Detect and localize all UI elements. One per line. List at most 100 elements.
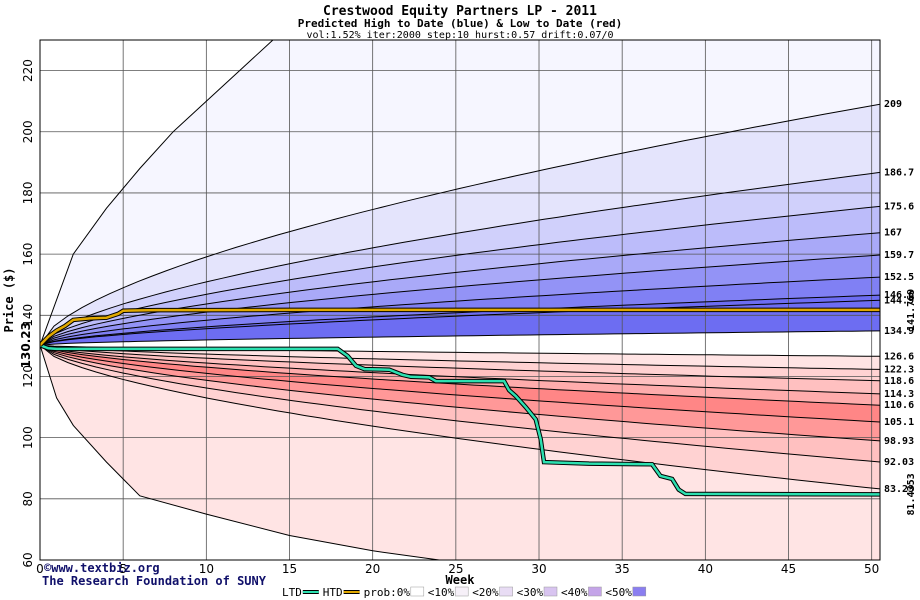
percentile-end-label: 110.6 bbox=[884, 400, 914, 411]
x-axis-label: Week bbox=[446, 573, 476, 587]
outer-low-curve bbox=[40, 345, 880, 560]
legend: LTD HTD prob:0% <10% <20% <30% <40% <50% bbox=[282, 586, 647, 599]
low-band-shade bbox=[40, 345, 880, 394]
low-band-shade bbox=[40, 345, 880, 441]
percentile-end-label: 186.7 bbox=[884, 167, 914, 178]
percentile-end-label: 126.6 bbox=[884, 351, 914, 362]
low-percentile-curve bbox=[40, 344, 880, 395]
legend-label: prob:0% bbox=[364, 586, 411, 599]
htd-line bbox=[40, 308, 880, 347]
x-tick-label: 5 bbox=[119, 562, 127, 576]
y-tick-label: 160 bbox=[21, 243, 35, 266]
series-lines bbox=[40, 307, 880, 497]
low-band-shade bbox=[40, 345, 880, 381]
low-percentile-curve bbox=[40, 344, 880, 442]
percentile-end-label: 134.9 bbox=[884, 326, 914, 337]
x-tick-label: 45 bbox=[781, 562, 796, 576]
x-tick-label: 0 bbox=[36, 562, 44, 576]
y-tick-label: 140 bbox=[21, 304, 35, 327]
percentile-end-label: 114.3 bbox=[884, 389, 914, 400]
median-gap bbox=[40, 330, 880, 357]
percentile-end-label: 118.6 bbox=[884, 376, 914, 387]
legend-swatch bbox=[588, 586, 602, 597]
chart-title: Crestwood Equity Partners LP - 2011 bbox=[323, 4, 597, 19]
x-tick-label: 15 bbox=[282, 562, 297, 576]
x-tick-label: 35 bbox=[615, 562, 630, 576]
high-percentile-curve bbox=[40, 294, 880, 346]
y-tick-label: 220 bbox=[21, 59, 35, 82]
legend-swatch bbox=[632, 586, 647, 597]
legend-label: LTD bbox=[282, 586, 302, 599]
high-percentile-curve bbox=[40, 103, 880, 346]
x-tick-label: 40 bbox=[698, 562, 713, 576]
y-tick-label: 180 bbox=[21, 181, 35, 204]
low-band-shade bbox=[40, 345, 880, 422]
legend-label: <20% bbox=[472, 586, 499, 599]
y-tick-label: 120 bbox=[21, 365, 35, 388]
htd-end-label: 141.769 bbox=[906, 289, 917, 331]
ltd-end-label: 81.4353 bbox=[906, 473, 917, 515]
x-tick-label: 30 bbox=[531, 562, 546, 576]
legend-label: <30% bbox=[517, 586, 544, 599]
low-band-shade bbox=[40, 345, 880, 370]
x-tick-label: 50 bbox=[864, 562, 879, 576]
x-tick-label: 25 bbox=[448, 562, 463, 576]
high-band bbox=[40, 206, 880, 346]
legend-swatch bbox=[454, 586, 469, 597]
high-percentile-curve bbox=[40, 330, 880, 346]
high-band bbox=[40, 255, 880, 346]
high-percentile-curve bbox=[40, 299, 880, 346]
percentile-end-label: 152.5 bbox=[884, 272, 914, 283]
start-price-label: 130.23 bbox=[19, 322, 33, 368]
y-tick-label: 60 bbox=[21, 552, 35, 567]
legend-swatch bbox=[499, 586, 513, 597]
percentile-curves bbox=[40, 40, 880, 560]
credit-url: ©www.textbiz.org bbox=[44, 561, 160, 575]
low-percentile-curve bbox=[40, 344, 880, 463]
percentile-end-label: 98.93 bbox=[884, 436, 914, 447]
y-tick-label: 100 bbox=[21, 426, 35, 449]
legend-swatch bbox=[543, 586, 558, 597]
chart-subtitle: Predicted High to Date (blue) & Low to D… bbox=[298, 17, 623, 30]
low-tail-band bbox=[40, 345, 880, 560]
axis-ticks: 0 5 10 15 20 25 30 35 40 45 50 60 80 100 120 140 160 180 2… bbox=[19, 59, 879, 576]
legend-label: <50% bbox=[605, 586, 632, 599]
high-band bbox=[40, 104, 880, 346]
high-percentile-curve bbox=[40, 276, 880, 346]
percentile-end-label: 209 bbox=[884, 99, 902, 110]
percentile-end-label: 175.6 bbox=[884, 201, 914, 212]
legend-label: HTD bbox=[323, 586, 343, 599]
percentile-end-label: 167 bbox=[884, 228, 902, 239]
high-percentile-curve bbox=[40, 254, 880, 346]
high-percentile-curve bbox=[40, 205, 880, 346]
ltd-line bbox=[40, 344, 880, 496]
y-tick-label: 80 bbox=[21, 491, 35, 506]
low-band-shade bbox=[40, 345, 880, 406]
low-percentile-curve bbox=[40, 344, 880, 490]
high-percentile-curve bbox=[40, 171, 880, 346]
low-band-shade bbox=[40, 345, 880, 462]
low-percentile-curve bbox=[40, 344, 880, 370]
legend-label: <40% bbox=[561, 586, 588, 599]
legend-label: <10% bbox=[428, 586, 455, 599]
percentile-end-label: 83.23 bbox=[884, 484, 914, 495]
y-tick-label: 200 bbox=[21, 120, 35, 143]
low-percentile-curve bbox=[40, 344, 880, 406]
low-percentile-curve bbox=[40, 344, 880, 382]
credit-org: The Research Foundation of SUNY bbox=[42, 574, 267, 588]
percentile-end-label: 105.1 bbox=[884, 417, 914, 428]
low-band-shade bbox=[40, 345, 880, 489]
x-tick-label: 10 bbox=[199, 562, 214, 576]
high-band bbox=[40, 172, 880, 346]
plot-frame bbox=[39, 39, 881, 561]
percentile-end-label: 92.03 bbox=[884, 457, 914, 468]
below-envelope bbox=[40, 345, 880, 560]
high-band bbox=[40, 295, 880, 346]
percentile-end-label: 159.7 bbox=[884, 250, 914, 261]
outer-high-curve bbox=[40, 40, 274, 346]
chart-params: vol:1.52% iter:2000 step:10 hurst:0.57 d… bbox=[306, 30, 613, 41]
percentile-end-label: 144.9 bbox=[884, 295, 914, 306]
y-axis-label: Price ($) bbox=[2, 267, 16, 332]
